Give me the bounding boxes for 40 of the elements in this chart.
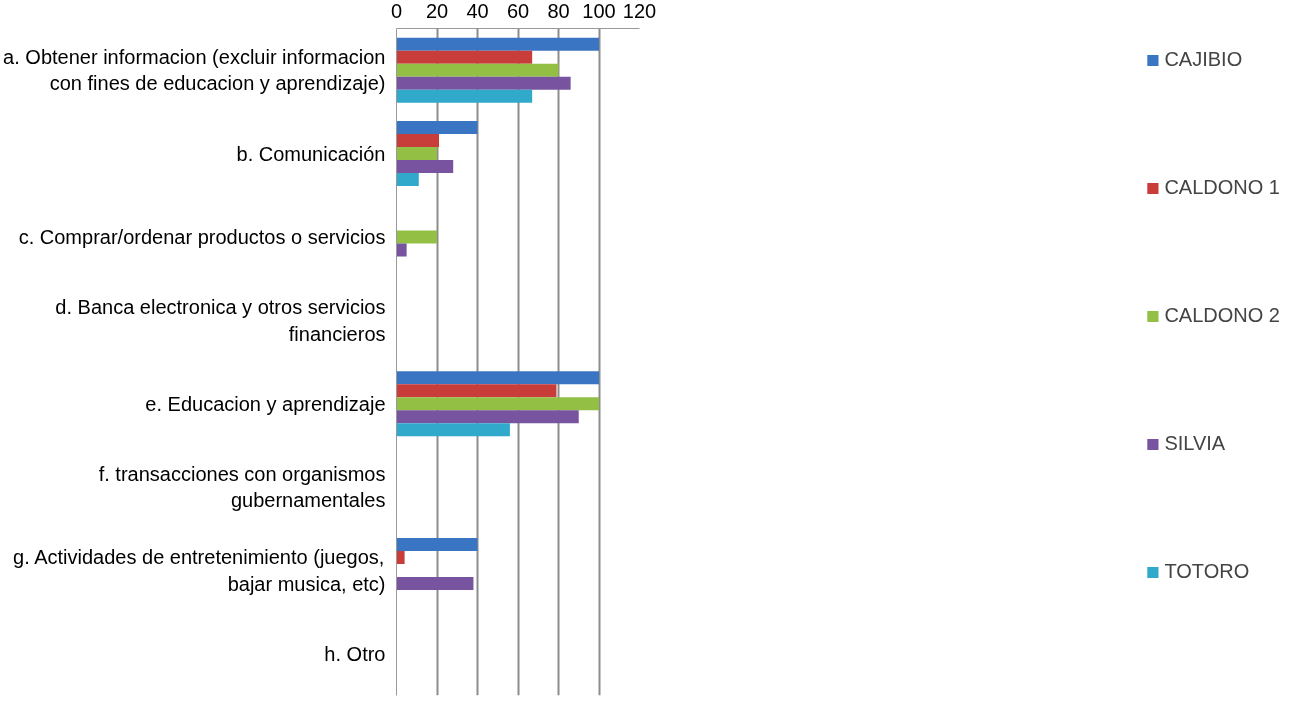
x-tick-label: 0 — [390, 0, 403, 22]
bar — [396, 537, 478, 551]
bar — [396, 63, 559, 77]
x-tick-label: 80 — [547, 0, 570, 22]
bar — [396, 371, 599, 385]
x-tick-label: 60 — [506, 0, 530, 22]
bar — [396, 134, 440, 148]
bar — [396, 397, 599, 411]
legend-label: TOTORO — [1164, 560, 1250, 583]
bar — [396, 410, 579, 424]
bar — [396, 384, 557, 398]
legend-label: CALDONO 2 — [1164, 304, 1280, 327]
y-tick-label: c. Comprar/ordenar productos o servicios — [18, 225, 386, 248]
y-tick-label: h. Otro — [324, 642, 386, 665]
bar — [396, 243, 407, 257]
y-tick-label: g. Actividades de entretenimiento (juegos, bajar musica, etc) — [13, 546, 386, 595]
bar — [396, 37, 599, 51]
bar — [396, 173, 419, 187]
bar — [396, 160, 454, 174]
legend-label: SILVIA — [1164, 432, 1226, 455]
x-tick-label: 100 — [582, 0, 616, 22]
y-tick-label: b. Comunicación — [236, 142, 386, 165]
bar — [396, 147, 437, 161]
bar — [396, 550, 405, 564]
bar — [396, 576, 474, 590]
bar — [396, 89, 533, 103]
bar — [396, 121, 478, 135]
y-tick-label: e. Educacion y aprendizaje — [145, 392, 386, 415]
y-tick-label: d. Banca electronica y otros servicios financieros — [55, 296, 386, 345]
x-tick-label: 40 — [466, 0, 489, 22]
legend-label: CALDONO 1 — [1164, 176, 1280, 199]
bar — [396, 76, 571, 90]
bar — [396, 423, 510, 437]
y-tick-label: a. Obtener informacion (excluir informacion con fines de educacion y aprendizaje) — [3, 45, 386, 95]
legend-label: CAJIBIO — [1164, 48, 1243, 71]
bar — [396, 50, 533, 64]
x-tick-label: 120 — [622, 0, 657, 22]
y-tick-label: f. transacciones con organismos gubernamentales — [98, 462, 386, 512]
bar — [396, 230, 437, 244]
x-tick-label: 20 — [425, 0, 449, 22]
